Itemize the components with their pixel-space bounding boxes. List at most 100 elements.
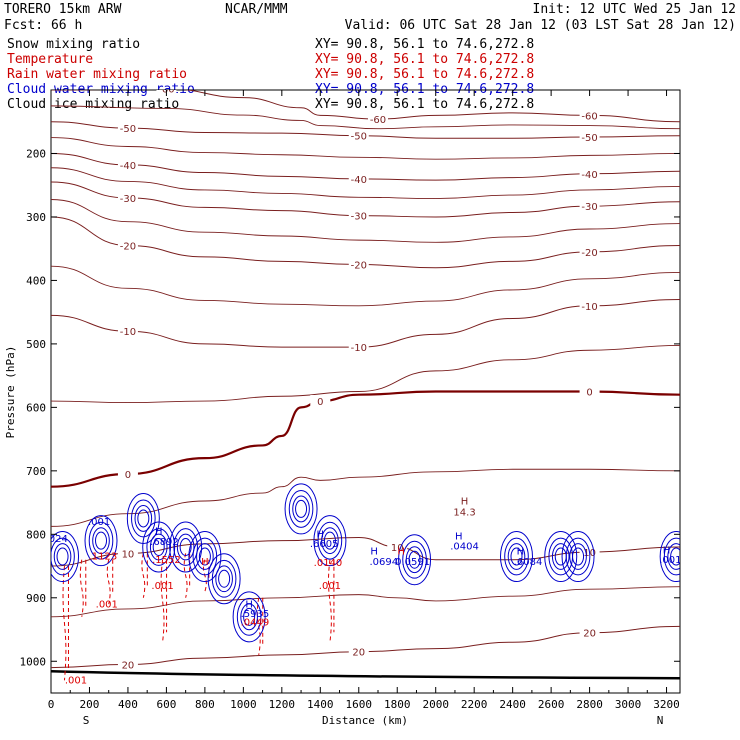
- x-tick-label: 1600: [346, 698, 373, 711]
- surface-line: [51, 669, 680, 680]
- contour-label: 10: [122, 549, 135, 560]
- field-annotation: H: [245, 599, 253, 610]
- x-tick-label: 2000: [422, 698, 449, 711]
- cloud-water-contour: [173, 528, 198, 566]
- cloud-water-contour: [565, 537, 591, 576]
- cloud-water-contour: [176, 533, 195, 561]
- contour-label: -50: [120, 124, 136, 135]
- y-tick-label: 400: [26, 274, 46, 287]
- cloud-water-contour: [137, 509, 150, 528]
- legend-label-cloud-ice: Cloud ice mixing ratio: [7, 97, 179, 112]
- cloud-water-contour: [499, 531, 533, 583]
- x-tick-label: 0: [48, 698, 55, 711]
- contour-label: -20: [120, 242, 136, 253]
- x-tick-label: 200: [80, 698, 100, 711]
- cloud-water-contour: [149, 533, 168, 561]
- isotherm-line-minor: [51, 586, 680, 618]
- cloud-water-contour: [295, 499, 308, 518]
- cloud-water-contour: [211, 559, 237, 598]
- legend: Snow mixing ratio XY= 90.8, 56.1 to 74.6…: [7, 37, 534, 112]
- cloud-water-contour: [198, 547, 211, 566]
- cloud-water-contour: [236, 597, 262, 636]
- isotherm-line-minor: [51, 265, 680, 307]
- rain-contour: [106, 559, 111, 605]
- contour-label: -10: [351, 343, 367, 354]
- x-tick-label: 800: [195, 698, 215, 711]
- forecast-hour: Fcst: 66 h: [4, 18, 82, 33]
- cloud-water-contour: [240, 603, 258, 631]
- field-annotation: H: [370, 547, 378, 558]
- plot-frame: [50, 89, 681, 694]
- cloud-water-contour: [663, 537, 680, 576]
- cloud-water-contour: [131, 499, 156, 538]
- field-annotation: .001: [319, 581, 341, 592]
- legend-xy-cloud-ice: XY= 90.8, 56.1 to 74.6,272.8: [315, 97, 534, 112]
- cloud-water-contour: [51, 537, 75, 576]
- contour-label: 20: [122, 660, 135, 671]
- x-tick-label: 2600: [538, 698, 565, 711]
- cloud-water-contour: [142, 521, 176, 573]
- cloud-water-contour: [284, 483, 318, 535]
- contour-label: 20: [352, 648, 365, 659]
- cloud-water-contour: [152, 538, 165, 557]
- cloud-water-contour: [146, 528, 172, 566]
- contour-label: 20: [583, 629, 596, 640]
- contour-label-bg: [348, 341, 369, 354]
- y-tick-label: 200: [26, 147, 46, 160]
- field-annotation: .6605: [310, 539, 339, 550]
- cloud-water-contour: [408, 550, 421, 569]
- x-tick-label: 3000: [615, 698, 642, 711]
- contour-label-bg: [348, 172, 369, 185]
- contour-label-bg: [117, 158, 138, 171]
- contour-label: -20: [351, 261, 367, 272]
- plot-fields: -60-60 -60-50-50 -50-40-40 -40-30-30-30-20-…: [46, 90, 680, 686]
- contour-label: -10: [120, 327, 136, 338]
- contour-label: -20: [581, 248, 597, 259]
- cloud-water-contour: [317, 521, 343, 560]
- x-tick-label: 1800: [384, 698, 411, 711]
- field-annotation: H: [461, 496, 469, 507]
- cloud-water-contour: [196, 543, 214, 570]
- contour-label-bg: [310, 395, 331, 408]
- contour-label-bg: [579, 200, 600, 213]
- contour-label: 0: [317, 397, 323, 408]
- field-annotation: .001: [88, 517, 110, 528]
- isotherm-line: [51, 390, 680, 488]
- clipped-fields: -60-60 -60-50-50 -50-40-40 -40-30-30-30-20-…: [46, 90, 680, 686]
- contour-label: 10: [391, 543, 404, 554]
- cloud-water-contour: [288, 490, 314, 528]
- rain-contour: [141, 553, 146, 598]
- contour-label: 0: [586, 388, 592, 399]
- contour-label-bg: [579, 167, 600, 180]
- contour-label: -10: [581, 302, 597, 313]
- cloud-water-contour: [510, 547, 523, 566]
- cloud-water-contour: [551, 543, 570, 570]
- field-annotation: 14.3: [453, 507, 475, 518]
- contour-label-bg: [117, 191, 138, 204]
- contour-label-bg: [579, 109, 600, 122]
- legend-label-snow: Snow mixing ratio: [7, 37, 140, 52]
- cloud-water-contour: [51, 531, 80, 583]
- y-tick-label: 300: [26, 211, 46, 224]
- field-annotation: .5935: [241, 609, 270, 620]
- contour-label: -30: [351, 212, 367, 223]
- field-annotation: H: [455, 531, 463, 542]
- rain-contour: [327, 559, 332, 643]
- isotherm-line-minor: [51, 468, 680, 527]
- cloud-water-contour: [53, 543, 72, 570]
- isotherm-line-minor: [51, 105, 680, 130]
- x-tick-label: 400: [118, 698, 138, 711]
- contour-label-bg: [117, 547, 138, 560]
- cloud-water-contour: [169, 521, 203, 573]
- cloud-water-contour: [188, 531, 222, 583]
- contour-label-bg: [117, 325, 138, 338]
- isotherm-line: [51, 536, 680, 567]
- field-annotation: .024: [46, 534, 68, 545]
- cloud-water-contour: [84, 515, 118, 567]
- contour-label-bg: [579, 299, 600, 312]
- field-annotation: .6892: [150, 537, 179, 548]
- cloud-water-contour: [572, 547, 585, 566]
- x-tick-label: 1200: [269, 698, 296, 711]
- cloud-water-contour: [243, 607, 256, 626]
